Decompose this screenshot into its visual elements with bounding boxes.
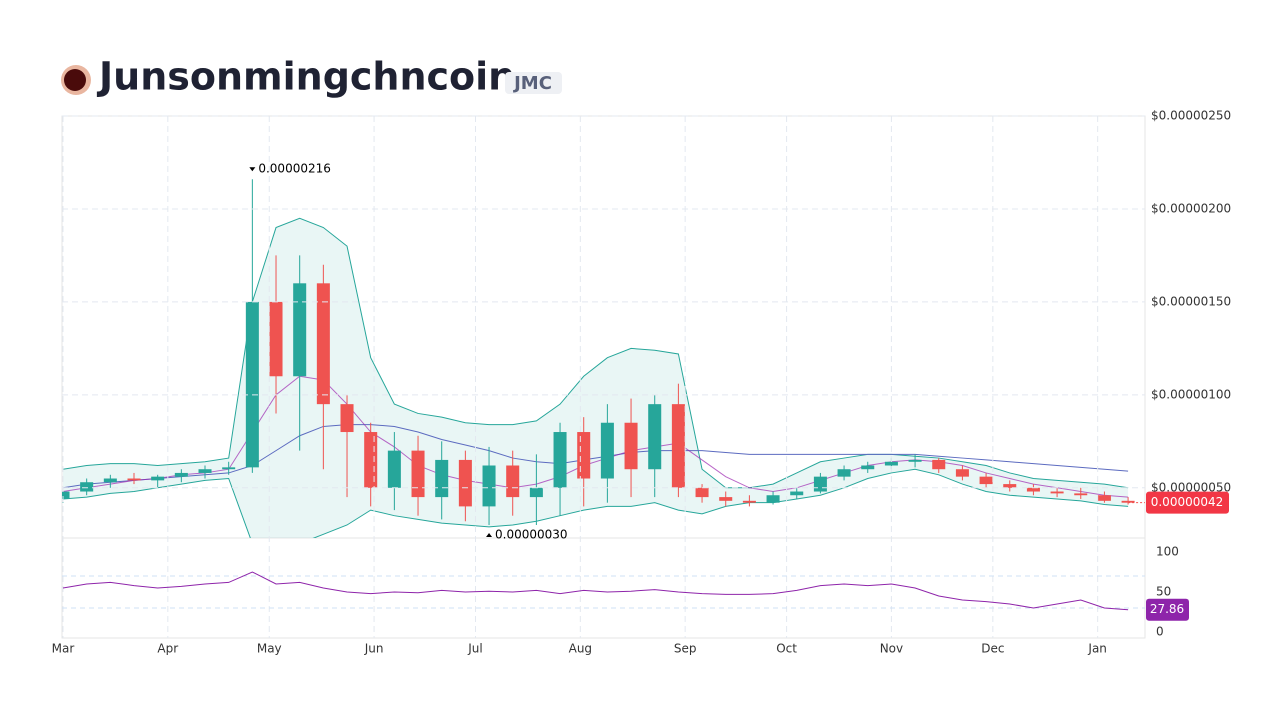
rsi-tick-label: 50 <box>1156 585 1171 599</box>
candle-body <box>435 459 449 498</box>
candle-body <box>861 465 875 470</box>
rsi-last-tag <box>1146 598 1189 621</box>
x-tick-label: Sep <box>674 642 697 656</box>
candle-body <box>624 422 638 470</box>
ma-slow-line <box>62 424 1129 489</box>
rsi-last-label: 27.86 <box>1150 602 1184 616</box>
candle-body <box>813 476 827 492</box>
x-tick-label: Jul <box>467 642 482 656</box>
candle-body <box>387 450 401 488</box>
x-tick-label: Mar <box>52 642 75 656</box>
annotation-label: 0.00000216 <box>258 162 331 176</box>
y-tick-label: $0.00000050 <box>1151 480 1231 494</box>
candle-body <box>151 476 165 481</box>
annotation-label: 0.00000030 <box>495 527 568 541</box>
x-tick-label: Aug <box>569 642 592 656</box>
candle-body <box>293 283 307 377</box>
candle-body <box>1074 493 1088 496</box>
y-tick-label: $0.00000250 <box>1151 109 1231 123</box>
candle-body <box>458 459 472 507</box>
candle-body <box>979 476 993 485</box>
coin-title: Junsonmingchncoin <box>96 55 515 99</box>
candle-body <box>932 459 946 470</box>
candle-body <box>340 404 354 433</box>
candle-body <box>482 465 496 507</box>
coin-logo-inner <box>64 69 86 91</box>
candle-body <box>529 487 543 498</box>
candle-body <box>577 432 591 479</box>
y-tick-label: $0.00000100 <box>1151 387 1231 401</box>
rsi-tick-label: 0 <box>1156 625 1164 639</box>
candle-body <box>671 404 685 488</box>
x-tick-label: Oct <box>776 642 797 656</box>
candle-body <box>1050 491 1064 494</box>
candle-body <box>648 404 662 470</box>
y-tick-label: $0.00000150 <box>1151 294 1231 308</box>
bollinger-line <box>62 468 1129 538</box>
x-tick-label: May <box>257 642 282 656</box>
candle-body <box>1121 500 1135 503</box>
last-price-tag <box>1146 491 1229 514</box>
candle-body <box>742 500 756 503</box>
symbol: JMC <box>512 73 552 94</box>
price-pane <box>62 179 1135 538</box>
candle-body <box>127 478 141 481</box>
candle-body <box>719 497 733 501</box>
candle-body <box>222 467 236 470</box>
candle-body <box>364 432 378 488</box>
candle-body <box>600 422 614 479</box>
candle-body <box>411 450 425 498</box>
candle-body <box>506 465 520 498</box>
bollinger-band <box>63 218 1129 538</box>
candle-body <box>198 469 212 473</box>
x-tick-label: Jan <box>1087 642 1107 656</box>
last-price-label: 0.00000042 <box>1151 495 1224 509</box>
bollinger-line <box>62 217 1129 489</box>
candle-body <box>1003 484 1017 488</box>
rsi-tick-label: 100 <box>1156 545 1179 559</box>
candle-body <box>908 459 922 462</box>
candle-body <box>955 469 969 477</box>
x-tick-label: Nov <box>880 642 903 656</box>
symbol-badge <box>505 72 562 94</box>
annotation-marker <box>249 167 256 172</box>
y-tick-label: $0.00000200 <box>1151 201 1231 215</box>
candle-body <box>62 491 70 499</box>
candle-body <box>245 301 259 468</box>
candle-body <box>1026 487 1040 492</box>
candle-body <box>80 482 94 492</box>
candle-body <box>790 491 804 496</box>
candle-body <box>553 432 567 488</box>
x-tick-label: Apr <box>157 642 178 656</box>
candle-body <box>695 487 709 498</box>
annotation-marker <box>486 532 493 537</box>
candle-body <box>884 461 898 466</box>
candle-body <box>174 472 188 477</box>
x-tick-label: Jun <box>364 642 384 656</box>
x-tick-label: Dec <box>981 642 1004 656</box>
candle-body <box>316 283 330 405</box>
rsi-line <box>62 571 1129 611</box>
ma-fast-line <box>62 375 1129 498</box>
candle-body <box>269 301 283 377</box>
candle-body <box>1097 495 1111 501</box>
candle-body <box>837 469 851 477</box>
candle-body <box>103 478 117 483</box>
candle-body <box>766 495 780 503</box>
